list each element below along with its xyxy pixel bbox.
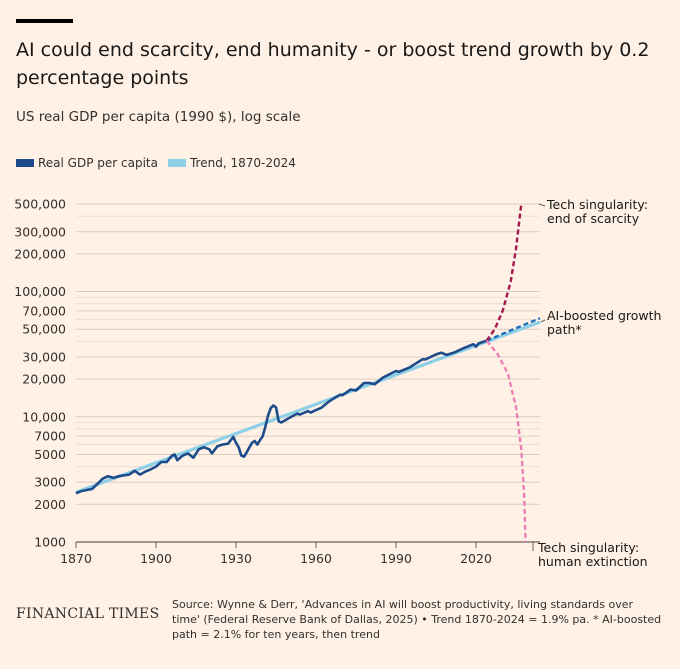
y-tick-label: 70,000: [22, 303, 66, 318]
legend-label-gdp: Real GDP per capita: [38, 156, 158, 170]
y-tick-label: 30,000: [22, 350, 66, 365]
y-tick-label: 10,000: [22, 409, 66, 424]
x-tick-label: 2020: [460, 551, 492, 566]
annotation-extinction: Tech singularity: human extinction: [537, 540, 648, 569]
legend-label-trend: Trend, 1870-2024: [189, 156, 296, 170]
legend: Real GDP per capita Trend, 1870-2024: [16, 156, 306, 170]
y-tick-label: 1000: [34, 535, 66, 550]
brand-bar: [16, 19, 73, 23]
y-tick-label: 20,000: [22, 372, 66, 387]
y-tick-label: 300,000: [14, 224, 66, 239]
y-tick-label: 500,000: [14, 197, 66, 212]
y-tick-label: 3000: [34, 475, 66, 490]
x-tick-label: 1870: [60, 551, 92, 566]
x-tick-label: 1990: [380, 551, 412, 566]
annotation-scarcity: Tech singularity: end of scarcity: [546, 197, 648, 226]
human-extinction-line: [485, 339, 527, 543]
annotation-leader: [538, 203, 546, 207]
x-tick-label: 1900: [140, 551, 172, 566]
annotation-ai: AI-boosted growth path*: [547, 308, 661, 337]
ai-boosted-line: [486, 317, 541, 342]
end-of-scarcity-line: [485, 203, 523, 342]
chart-subtitle: US real GDP per capita (1990 $), log sca…: [16, 109, 301, 125]
ft-logo: FINANCIAL TIMES: [16, 606, 160, 622]
x-tick-label: 1960: [300, 551, 332, 566]
y-tick-label: 100,000: [14, 284, 66, 299]
x-tick-label: 1930: [220, 551, 252, 566]
y-tick-label: 2000: [34, 497, 66, 512]
y-tick-label: 200,000: [14, 246, 66, 261]
legend-swatch-trend: [167, 159, 186, 167]
annotation-leader: [540, 319, 546, 323]
y-tick-label: 5000: [34, 447, 66, 462]
chart-title: AI could end scarcity, end humanity - or…: [16, 39, 650, 89]
trend-line: [75, 320, 541, 494]
legend-item-gdp: Real GDP per capita: [16, 156, 158, 170]
source-note: Source: Wynne & Derr, 'Advances in AI wi…: [172, 598, 662, 641]
legend-swatch-gdp: [16, 159, 34, 167]
legend-item-trend: Trend, 1870-2024: [167, 156, 296, 170]
y-tick-label: 7000: [34, 429, 66, 444]
y-tick-label: 50,000: [22, 322, 66, 337]
gdp-line: [75, 339, 488, 495]
